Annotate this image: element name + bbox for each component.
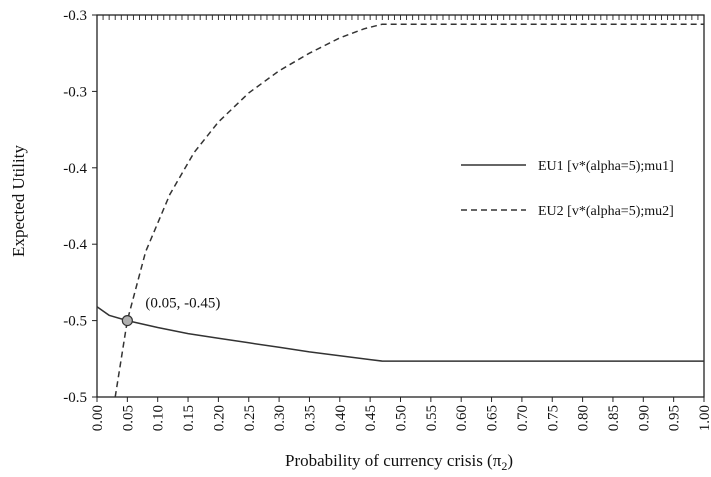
x-tick-label: 0.15 <box>181 405 197 431</box>
series-line-1 <box>96 306 704 362</box>
x-tick-label: 0.95 <box>667 405 683 431</box>
legend-item-label: EU2 [v*(alpha=5);mu2] <box>538 204 674 219</box>
x-tick-label: 0.05 <box>120 405 136 431</box>
y-axis-label: Expected Utility <box>9 145 28 257</box>
y-tick-label: -0.3 <box>63 84 87 100</box>
plot-area: -0.3-0.3-0.4-0.4-0.5-0.50.00 0.05 0.10 0.15… <box>63 8 711 431</box>
y-tick-label: -0.5 <box>63 390 87 406</box>
intersection-label: (0.05, -0.45) <box>145 296 220 312</box>
x-tick-label: 0.00 <box>90 405 106 431</box>
series-line-2 <box>114 23 704 398</box>
legend-item-label: EU1 [v*(alpha=5);mu1] <box>538 159 674 174</box>
x-tick-label: 0.75 <box>545 405 561 431</box>
intersection-point <box>121 315 133 327</box>
x-tick-label: 0.85 <box>606 405 622 431</box>
top-minor-ticks <box>96 15 705 20</box>
x-tick-label: 0.10 <box>151 405 167 431</box>
x-tick-label: 0.50 <box>394 405 410 431</box>
x-tick-label: 0.65 <box>485 405 501 431</box>
x-tick-label: 1.00 <box>697 405 711 431</box>
x-tick-label: 0.25 <box>242 405 258 431</box>
x-tick-label: 0.45 <box>363 405 379 431</box>
x-tick-label: 0.30 <box>272 405 288 431</box>
x-tick-label: 0.35 <box>302 405 318 431</box>
x-tick-label: 0.60 <box>454 405 470 431</box>
y-tick-label: -0.4 <box>63 161 87 177</box>
y-tick-label: -0.3 <box>63 8 87 24</box>
legend: EU1 [v*(alpha=5);mu1] EU2 [v*(alpha=5);mu… <box>461 159 674 219</box>
x-tick-label: 0.40 <box>333 405 349 431</box>
x-tick-label: 0.55 <box>424 405 440 431</box>
x-tick-label: 0.70 <box>515 405 531 431</box>
x-tick-label: 0.80 <box>576 405 592 431</box>
x-axis-label: Probability of currency crisis (π2) <box>285 451 513 473</box>
x-tick-label: 0.20 <box>211 405 227 431</box>
y-tick-label: -0.4 <box>63 237 87 253</box>
x-tick-label: 0.90 <box>636 405 652 431</box>
y-tick-label: -0.5 <box>63 314 87 330</box>
